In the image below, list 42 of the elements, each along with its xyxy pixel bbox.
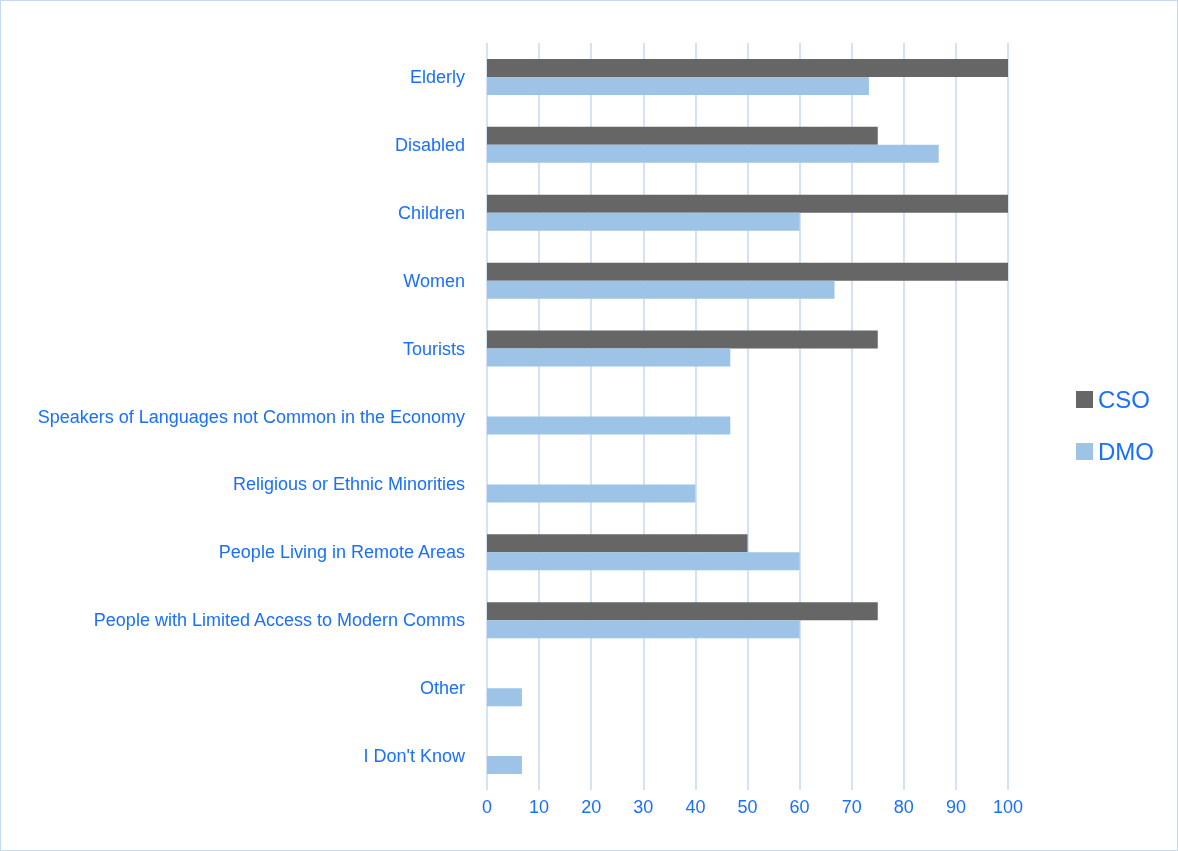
legend-label: DMO bbox=[1098, 438, 1155, 465]
y-tick-label: Women bbox=[403, 270, 465, 291]
bar bbox=[487, 484, 696, 503]
y-tick-label: Children bbox=[397, 202, 465, 223]
y-tick-label: Other bbox=[419, 678, 465, 699]
bar bbox=[487, 330, 878, 349]
x-tick-label: 0 bbox=[481, 797, 493, 817]
bar bbox=[487, 416, 731, 435]
x-tick-label: 100 bbox=[992, 797, 1024, 817]
x-tick-label: 20 bbox=[581, 797, 602, 817]
y-tick-label: Tourists bbox=[402, 338, 465, 359]
y-tick-label: Religious or Ethnic Minorities bbox=[232, 474, 465, 495]
x-tick-label: 30 bbox=[633, 797, 654, 817]
x-tick-label: 40 bbox=[685, 797, 706, 817]
x-tick-label: 50 bbox=[737, 797, 758, 817]
bar bbox=[487, 620, 800, 639]
bar bbox=[487, 602, 878, 621]
bar bbox=[487, 58, 1008, 77]
y-tick-label: Disabled bbox=[394, 134, 465, 155]
bar bbox=[487, 144, 939, 163]
bar bbox=[487, 534, 748, 553]
x-tick-label: 80 bbox=[893, 797, 914, 817]
y-tick-label: People with Limited Access to Modern Comms bbox=[93, 610, 465, 631]
bar bbox=[487, 756, 522, 775]
bar bbox=[487, 688, 522, 707]
bar bbox=[487, 280, 835, 299]
bar bbox=[487, 262, 1008, 281]
bar bbox=[487, 126, 878, 145]
bar bbox=[487, 348, 731, 367]
y-tick-label: I Don't Know bbox=[363, 746, 466, 767]
y-tick-label: People Living in Remote Areas bbox=[218, 542, 465, 563]
y-tick-label: Speakers of Languages not Common in the Economy bbox=[37, 406, 465, 427]
x-tick-label: 10 bbox=[529, 797, 550, 817]
x-tick-label: 60 bbox=[789, 797, 810, 817]
bar bbox=[487, 76, 869, 95]
bar bbox=[487, 552, 800, 571]
legend-label: CSO bbox=[1098, 386, 1151, 413]
bar bbox=[487, 212, 800, 231]
x-tick-label: 90 bbox=[945, 797, 966, 817]
y-tick-label: Elderly bbox=[409, 66, 465, 87]
bar bbox=[487, 194, 1008, 213]
x-tick-label: 70 bbox=[841, 797, 862, 817]
